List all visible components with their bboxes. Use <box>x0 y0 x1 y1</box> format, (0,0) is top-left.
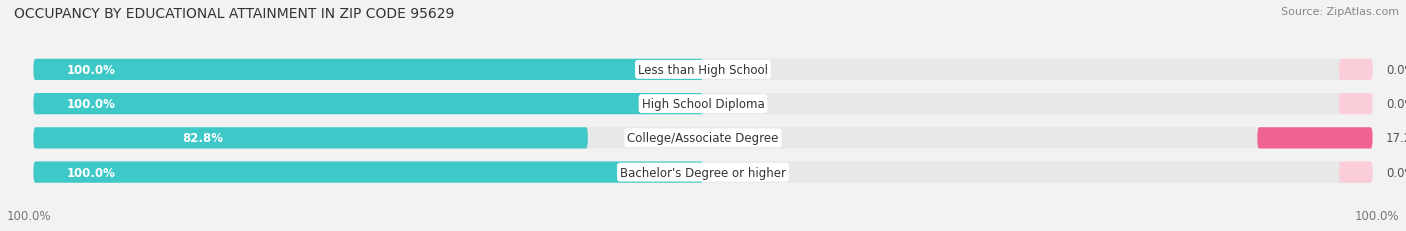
FancyBboxPatch shape <box>1339 162 1372 183</box>
Text: Bachelor's Degree or higher: Bachelor's Degree or higher <box>620 166 786 179</box>
FancyBboxPatch shape <box>34 60 1372 81</box>
Text: 82.8%: 82.8% <box>183 132 224 145</box>
FancyBboxPatch shape <box>1339 94 1372 115</box>
Text: 100.0%: 100.0% <box>7 209 52 222</box>
FancyBboxPatch shape <box>34 60 703 81</box>
Text: 100.0%: 100.0% <box>67 98 115 111</box>
Text: Less than High School: Less than High School <box>638 64 768 76</box>
Text: College/Associate Degree: College/Associate Degree <box>627 132 779 145</box>
Text: 0.0%: 0.0% <box>1386 166 1406 179</box>
FancyBboxPatch shape <box>34 128 588 149</box>
Text: 100.0%: 100.0% <box>1354 209 1399 222</box>
Text: High School Diploma: High School Diploma <box>641 98 765 111</box>
FancyBboxPatch shape <box>1339 60 1372 81</box>
FancyBboxPatch shape <box>34 128 1372 149</box>
FancyBboxPatch shape <box>34 162 703 183</box>
Text: 0.0%: 0.0% <box>1386 98 1406 111</box>
FancyBboxPatch shape <box>34 94 703 115</box>
Text: Source: ZipAtlas.com: Source: ZipAtlas.com <box>1281 7 1399 17</box>
Text: 100.0%: 100.0% <box>67 64 115 76</box>
FancyBboxPatch shape <box>34 94 1372 115</box>
FancyBboxPatch shape <box>34 162 1372 183</box>
FancyBboxPatch shape <box>1257 128 1372 149</box>
Text: 17.2%: 17.2% <box>1386 132 1406 145</box>
Text: 100.0%: 100.0% <box>67 166 115 179</box>
Text: OCCUPANCY BY EDUCATIONAL ATTAINMENT IN ZIP CODE 95629: OCCUPANCY BY EDUCATIONAL ATTAINMENT IN Z… <box>14 7 454 21</box>
Text: 0.0%: 0.0% <box>1386 64 1406 76</box>
